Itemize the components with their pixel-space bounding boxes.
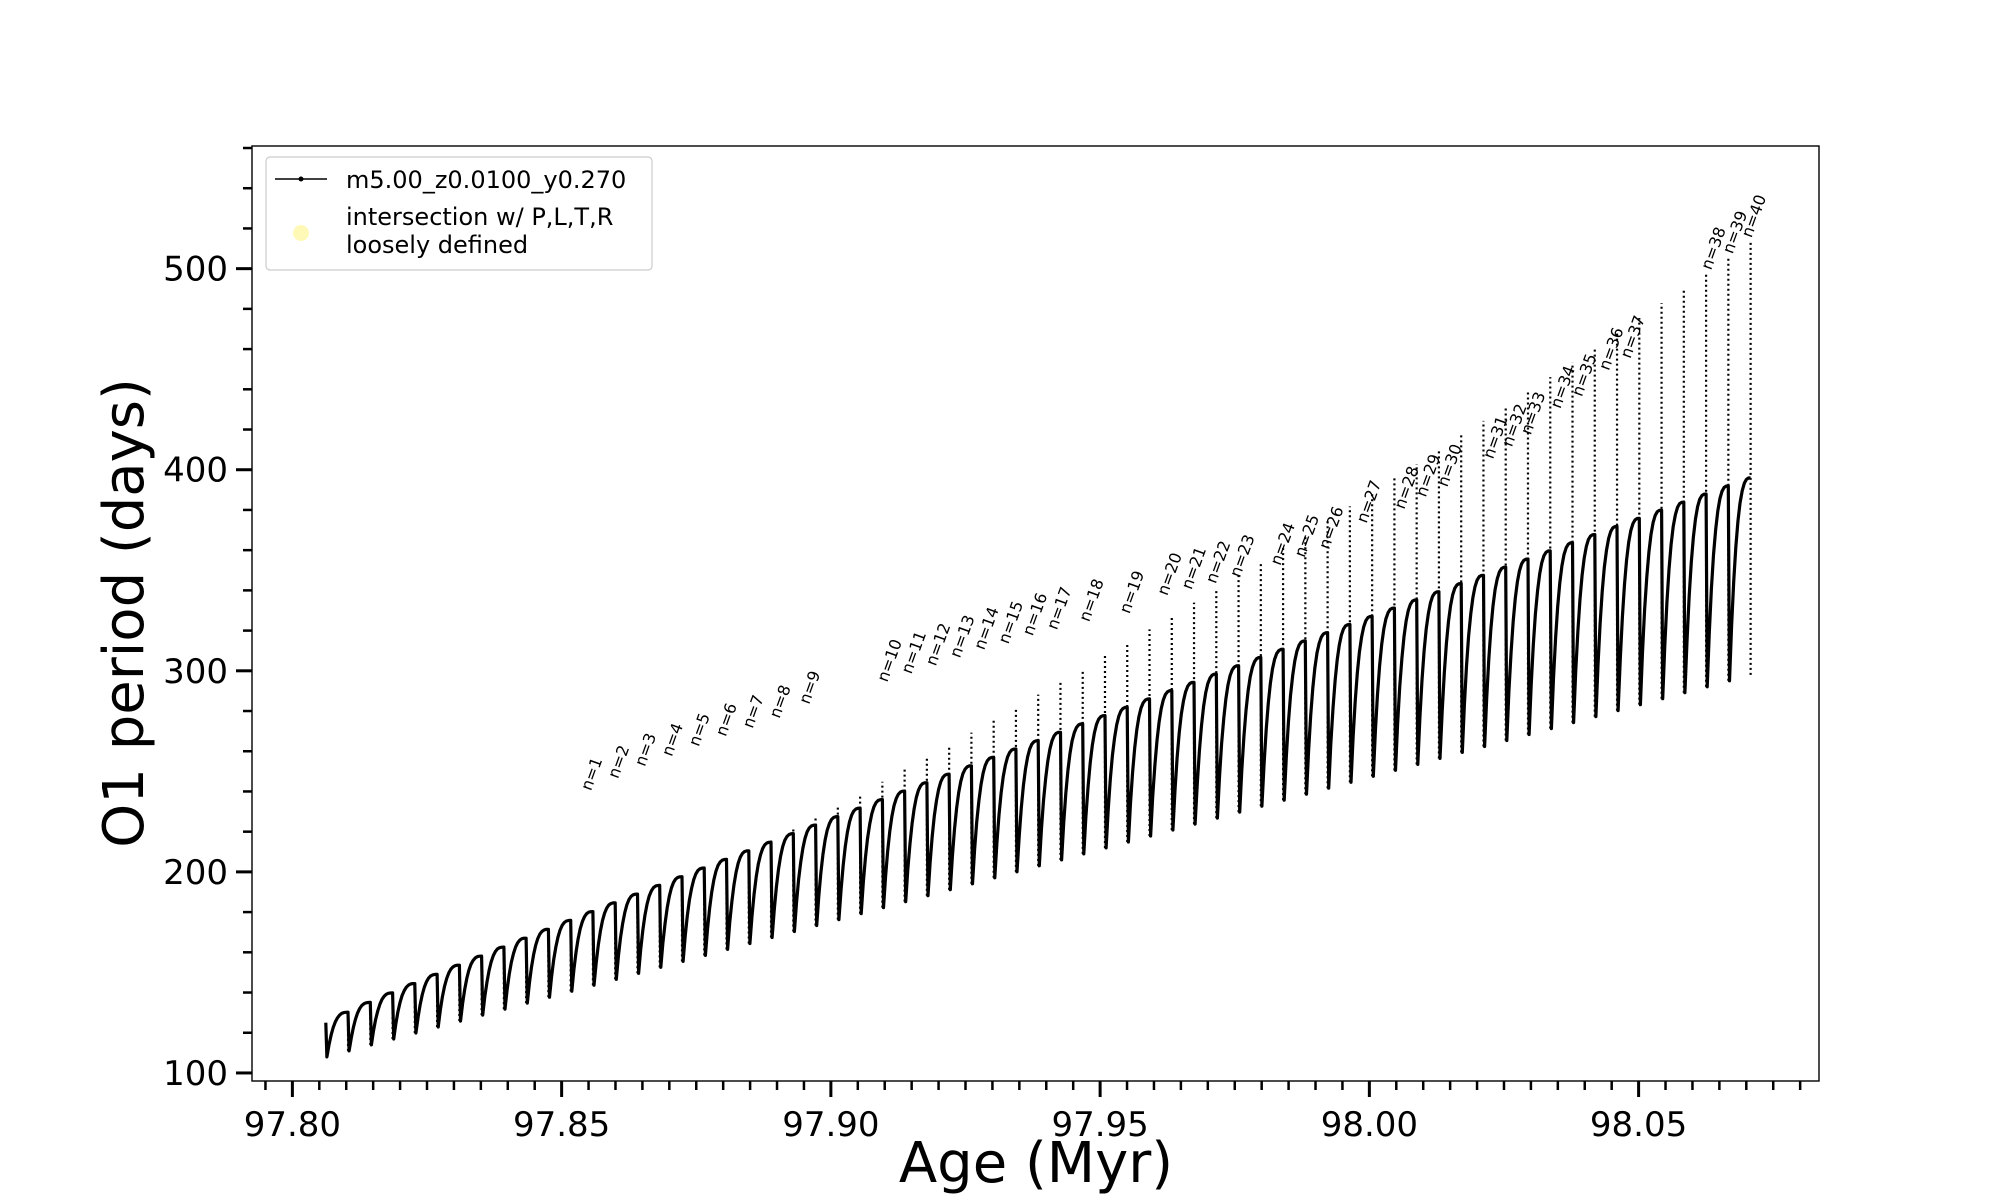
legend-label-line: loosely defined: [346, 231, 528, 259]
x-tick-label: 97.80: [244, 1105, 341, 1145]
legend-box: [265, 156, 653, 271]
x-axis-label: Age (Myr): [899, 1131, 1173, 1196]
legend-dot-marker: [298, 176, 304, 182]
y-tick-label: 400: [163, 451, 228, 491]
x-tick-label: 97.90: [782, 1105, 879, 1145]
x-axis-ticks: 97.80 97.85 97.90 97.95 98.00 98.05: [244, 1081, 1802, 1145]
y-axis-ticks: 100 200 300 400 500: [163, 146, 252, 1094]
legend-intersection-marker: [293, 225, 309, 241]
y-tick-label: 100: [163, 1054, 228, 1094]
legend-label-intersection: intersection w/ P,L,T,R loosely defined: [346, 203, 613, 259]
x-tick-label: 98.05: [1590, 1105, 1687, 1145]
y-tick-label: 300: [163, 652, 228, 692]
y-tick-label: 500: [163, 250, 228, 290]
series-layer: [324, 242, 1752, 1059]
x-tick-label: 97.85: [513, 1105, 610, 1145]
x-tick-label: 97.95: [1051, 1105, 1148, 1145]
y-tick-label: 200: [163, 853, 228, 893]
y-axis-label: O1 period (days): [92, 378, 157, 848]
legend: m5.00_z0.0100_y0.270 intersection w/ P,L…: [265, 156, 653, 271]
x-tick-label: 98.00: [1321, 1105, 1418, 1145]
legend-label-series: m5.00_z0.0100_y0.270: [346, 166, 626, 194]
legend-label-line: intersection w/ P,L,T,R: [346, 203, 613, 231]
